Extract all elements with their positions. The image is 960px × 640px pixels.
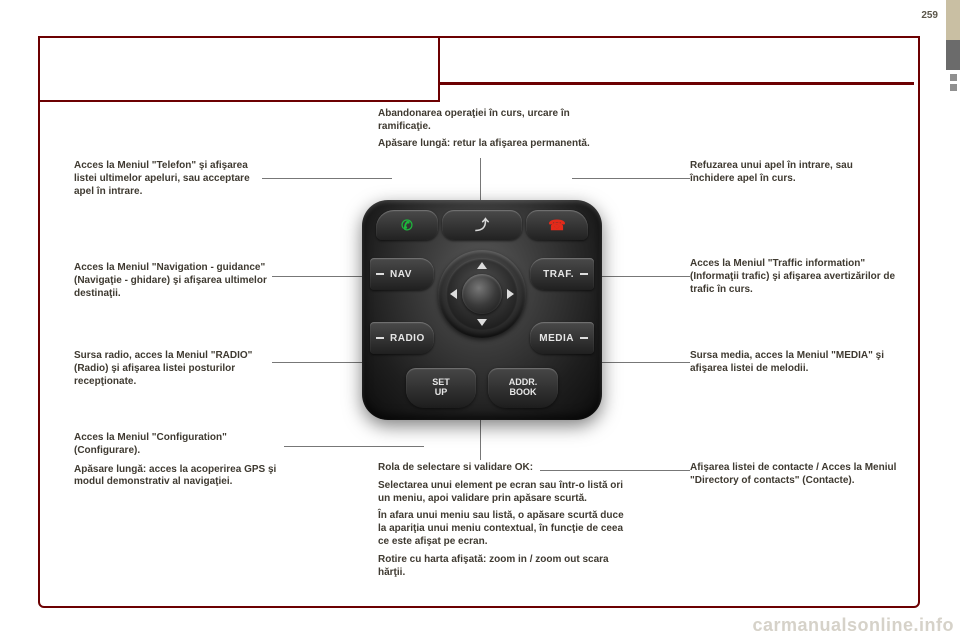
dial-dpad-ring	[446, 258, 518, 330]
leader-ml	[272, 276, 368, 277]
leader-br	[596, 362, 690, 363]
callout-dial-line1: Selectarea unui element pe ecran sau înt…	[378, 480, 628, 506]
addr-book-button: ADDR. BOOK	[488, 368, 558, 408]
media-label: MEDIA	[539, 333, 574, 344]
phone-accept-icon: ✆	[401, 217, 413, 234]
dpad-right-icon	[507, 289, 514, 299]
margin-marker-2	[950, 84, 957, 91]
callout-contacts: Afişarea listei de contacte / Acces la M…	[690, 462, 905, 488]
callout-media: Sursa media, acces la Meniul "MEDIA" şi …	[690, 350, 900, 376]
leader-bll	[284, 446, 424, 447]
callout-reject: Refuzarea unui apel în intrare, sau înch…	[690, 160, 890, 186]
leader-bl	[272, 362, 368, 363]
callout-dial-line3: Rotire cu harta afişată: zoom in / zoom …	[378, 554, 628, 580]
nav-button: NAV	[370, 258, 434, 290]
setup-button: SET UP	[406, 368, 476, 408]
margin-marker-1	[950, 74, 957, 81]
leader-mr	[596, 276, 690, 277]
callout-abandon-line2: Apăsare lungă: retur la afişarea permane…	[378, 138, 618, 151]
center-dial	[438, 250, 526, 338]
callout-abandon-line1: Abandonarea operaţiei în curs, urcare în…	[378, 108, 618, 134]
radio-button: RADIO	[370, 322, 434, 354]
phone-accept-button: ✆	[376, 210, 438, 240]
leader-tr	[572, 178, 690, 179]
leader-brr	[540, 470, 690, 471]
traf-label: TRAF.	[543, 269, 574, 280]
radio-label: RADIO	[390, 333, 425, 344]
back-icon: ⤴	[475, 215, 489, 235]
traf-bar-icon	[580, 273, 588, 275]
callout-config: Acces la Meniul "Configuration" (Configu…	[74, 432, 284, 489]
leader-tl	[262, 178, 392, 179]
callout-navigation: Acces la Meniul "Navigation - guidance" …	[74, 262, 274, 300]
back-button: ⤴	[442, 210, 522, 240]
nav-bar-icon	[376, 273, 384, 275]
callout-traffic: Acces la Meniul "Traffic information" (I…	[690, 258, 900, 296]
traf-button: TRAF.	[530, 258, 594, 290]
media-bar-icon	[580, 337, 588, 339]
callout-dial: Rola de selectare si validare OK: Select…	[378, 462, 628, 579]
page-root: 259 01 PRIMII PAŞI Abandonarea operaţiei…	[0, 0, 960, 640]
callout-dial-title: Rola de selectare si validare OK:	[378, 462, 628, 475]
footer-watermark: carmanualsonline.info	[752, 615, 954, 636]
margin-tab-mid	[946, 40, 960, 70]
callout-radio: Sursa radio, acces la Meniul "RADIO" (Ra…	[74, 350, 274, 388]
dpad-left-icon	[450, 289, 457, 299]
phone-reject-icon: ☎	[548, 217, 565, 234]
callout-abandon: Abandonarea operaţiei în curs, urcare în…	[378, 108, 618, 150]
leader-bottom-center	[480, 420, 481, 460]
page-number: 259	[921, 10, 938, 21]
nav-label: NAV	[390, 269, 412, 280]
radio-bar-icon	[376, 337, 384, 339]
callout-config-line2: Apăsare lungă: acces la acoperirea GPS ş…	[74, 464, 284, 490]
leader-top-center	[480, 158, 481, 200]
pad-body: ✆ ⤴ ☎ NAV TRAF. RADIO MEDIA	[362, 200, 602, 420]
control-pad: ✆ ⤴ ☎ NAV TRAF. RADIO MEDIA	[362, 200, 602, 420]
dpad-down-icon	[477, 319, 487, 326]
callout-telefon: Acces la Meniul "Telefon" şi afişarea li…	[74, 160, 264, 198]
dial-knob	[462, 274, 502, 314]
phone-reject-button: ☎	[526, 210, 588, 240]
dpad-up-icon	[477, 262, 487, 269]
frame-cut	[40, 38, 440, 102]
callout-dial-line2: În afara unui meniu sau listă, o apăsare…	[378, 510, 628, 548]
callout-config-line1: Acces la Meniul "Configuration" (Configu…	[74, 432, 284, 458]
media-button: MEDIA	[530, 322, 594, 354]
margin-tab-top	[946, 0, 960, 40]
